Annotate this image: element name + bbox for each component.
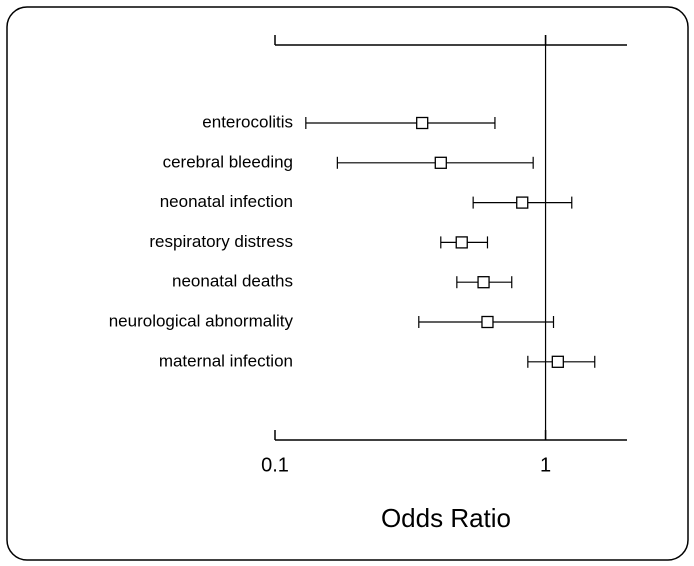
row-label: enterocolitis bbox=[202, 112, 293, 131]
row-label: maternal infection bbox=[159, 351, 293, 370]
point-estimate bbox=[516, 196, 529, 209]
row-label: respiratory distress bbox=[149, 232, 293, 251]
point-estimate bbox=[477, 276, 490, 289]
row-label: neonatal infection bbox=[160, 192, 293, 211]
point-estimate bbox=[416, 116, 429, 130]
point-estimate bbox=[551, 355, 564, 368]
row-label: cerebral bleeding bbox=[163, 152, 293, 171]
panel-border bbox=[6, 6, 689, 561]
x-axis-title: Odds Ratio bbox=[381, 503, 511, 533]
x-tick-label: 0.1 bbox=[261, 454, 289, 476]
row-label: neurological abnormality bbox=[109, 311, 294, 330]
point-estimate bbox=[455, 236, 468, 249]
row-label: neonatal deaths bbox=[172, 272, 293, 291]
point-estimate bbox=[434, 156, 447, 169]
x-tick-label: 1 bbox=[540, 454, 551, 476]
point-estimate bbox=[481, 315, 494, 329]
